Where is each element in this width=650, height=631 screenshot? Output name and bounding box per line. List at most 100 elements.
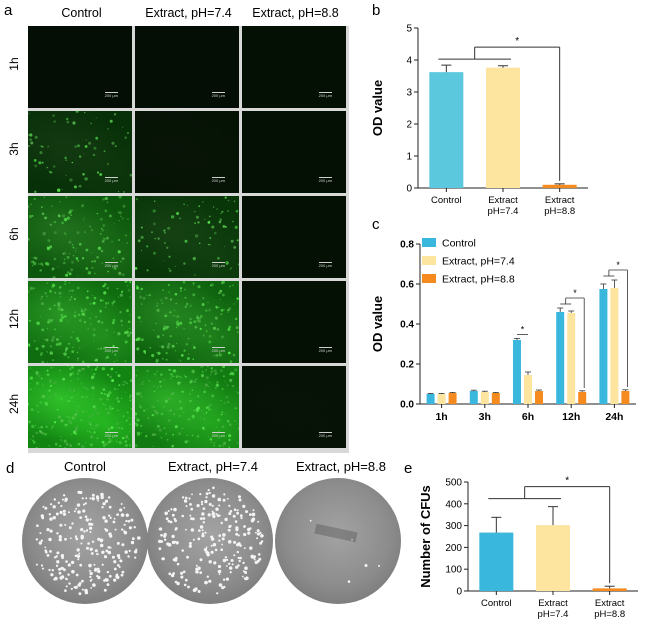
colony — [249, 546, 253, 550]
scale-bar-label: 200 μm — [104, 347, 119, 353]
colony — [107, 546, 111, 549]
colony — [56, 551, 60, 555]
colony — [189, 514, 192, 517]
colony — [252, 509, 255, 512]
colony — [227, 540, 232, 544]
colony — [220, 521, 223, 525]
colony — [227, 529, 230, 531]
colony — [117, 564, 120, 567]
y-axis-label: OD value — [370, 296, 385, 352]
bar — [599, 289, 608, 404]
colony — [204, 499, 208, 504]
colony — [233, 540, 237, 544]
colony — [189, 503, 192, 506]
colony — [241, 575, 244, 578]
colony — [216, 592, 219, 595]
colony — [243, 532, 247, 537]
x-tick-label: Control — [481, 598, 512, 609]
y-tick-label: 0.0 — [400, 400, 414, 411]
colony — [192, 517, 195, 521]
legend-label: Extract, pH=8.8 — [442, 274, 515, 286]
scale-bar-label: 200 μm — [318, 432, 333, 438]
colony — [158, 528, 161, 531]
bar — [556, 312, 565, 404]
colony — [101, 563, 104, 566]
colony — [238, 498, 242, 502]
colony — [73, 510, 76, 513]
colony — [190, 507, 194, 511]
colony — [113, 517, 116, 520]
x-tick-label: 24h — [605, 411, 623, 423]
colony — [205, 492, 209, 496]
colony — [247, 527, 251, 532]
significance-star: * — [573, 288, 577, 298]
colony — [80, 534, 84, 539]
colony — [257, 553, 261, 556]
colony — [233, 554, 236, 557]
colony — [163, 532, 167, 537]
colony — [220, 548, 223, 551]
colony — [97, 569, 101, 574]
colony — [210, 535, 214, 539]
colony — [49, 550, 52, 553]
colony — [101, 506, 104, 509]
colony — [188, 542, 192, 545]
colony — [90, 587, 92, 589]
bar — [469, 391, 478, 404]
x-tick-label: Control — [431, 195, 462, 206]
colony — [233, 508, 237, 511]
colony — [108, 532, 112, 536]
x-tick-label: pH=7.4 — [488, 206, 519, 217]
colony — [101, 550, 105, 554]
colony — [214, 548, 218, 552]
colony — [223, 493, 226, 496]
colony — [89, 497, 92, 500]
colony — [257, 520, 260, 523]
colony — [208, 560, 212, 564]
colony — [187, 585, 190, 589]
colony — [225, 577, 229, 581]
colony — [240, 517, 243, 520]
colony — [199, 558, 203, 562]
colony — [229, 566, 233, 570]
colony — [52, 516, 56, 520]
x-tick-label: 6h — [522, 411, 534, 423]
colony — [64, 499, 67, 503]
colony — [84, 502, 87, 505]
colony — [221, 543, 223, 546]
colony — [165, 517, 169, 521]
y-tick-label: 200 — [445, 543, 462, 554]
colony — [79, 563, 83, 567]
colony — [237, 556, 240, 560]
colony — [217, 564, 222, 569]
colony — [158, 547, 162, 551]
colony — [188, 544, 192, 548]
colony — [216, 514, 220, 518]
colony — [106, 583, 110, 586]
colony — [225, 558, 229, 561]
significance-star: * — [616, 260, 620, 270]
colony — [215, 507, 219, 511]
colony — [78, 582, 82, 585]
colony — [199, 517, 203, 520]
colony — [78, 592, 82, 596]
x-tick-label: pH=8.8 — [544, 206, 575, 217]
colony — [63, 568, 66, 572]
bar — [536, 525, 570, 591]
colony — [251, 512, 256, 517]
colony — [94, 549, 98, 553]
colony — [195, 570, 199, 574]
colony — [50, 573, 54, 577]
scale-bar-label: 200 μm — [211, 177, 226, 183]
colony — [125, 519, 128, 523]
colony — [65, 560, 68, 563]
colony — [40, 564, 44, 567]
colony — [49, 517, 53, 521]
colony — [171, 513, 175, 517]
colony — [236, 543, 240, 547]
scale-bar-label: 200 μm — [211, 262, 226, 268]
colony — [128, 526, 132, 530]
colony — [80, 528, 84, 532]
colony — [244, 571, 248, 574]
colony — [242, 561, 245, 565]
